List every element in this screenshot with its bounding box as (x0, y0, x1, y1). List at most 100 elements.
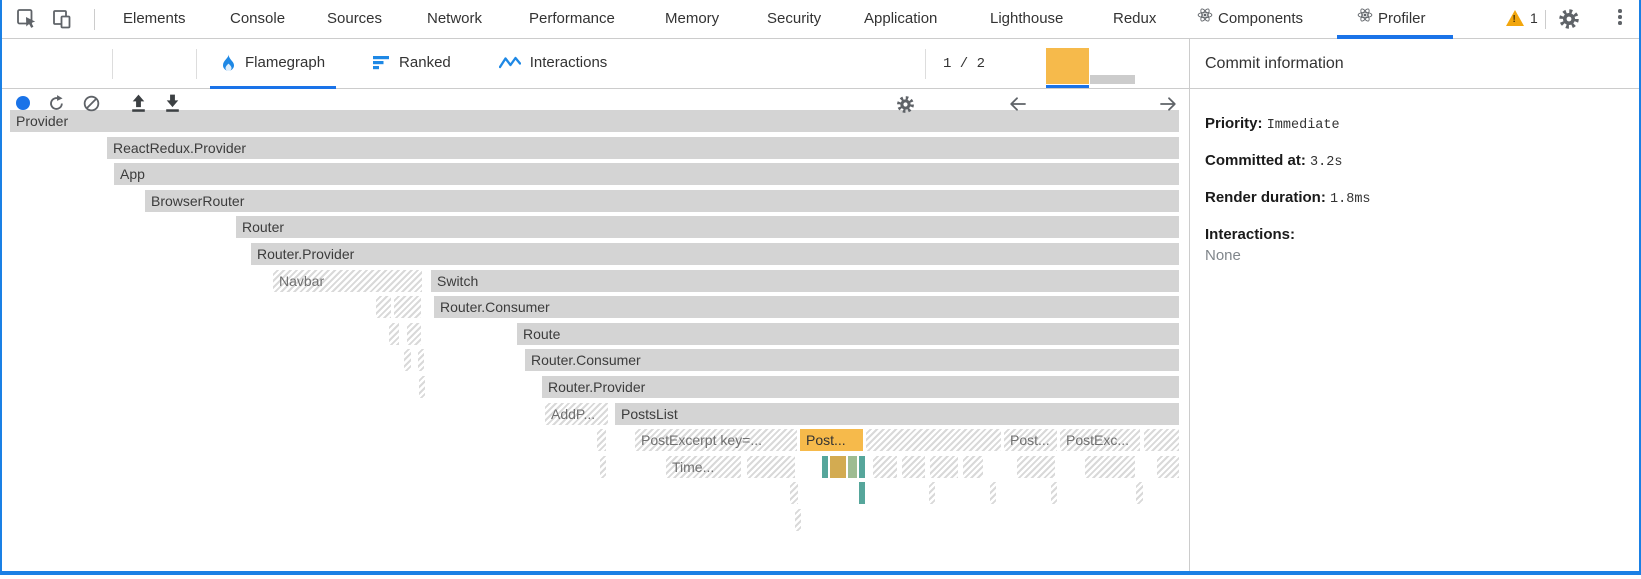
flame-bar-fragment[interactable] (1144, 429, 1179, 451)
load-profile-button[interactable] (128, 93, 149, 114)
tab-interactions-label: Interactions (529, 54, 608, 71)
commit-selector[interactable] (1046, 48, 1136, 88)
flame-bar-reactredux-provider[interactable]: ReactRedux.Provider (107, 137, 1179, 159)
flame-bar-browserrouter[interactable]: BrowserRouter (145, 190, 1179, 212)
flame-bar-fragment[interactable] (1051, 482, 1057, 504)
flame-bar-fragment[interactable] (859, 456, 865, 478)
flame-bar-fragment[interactable] (866, 429, 1001, 451)
flame-bar-fragment[interactable] (1017, 456, 1055, 478)
tab-components[interactable]: Components (1197, 0, 1303, 38)
panel-divider[interactable] (1189, 39, 1190, 571)
flame-bar-fragment[interactable] (747, 456, 795, 478)
commit-info-panel: Priority: Immediate Committed at: 3.2s R… (1190, 89, 1639, 267)
warning-badge[interactable]: ! 1 (1506, 10, 1538, 26)
flame-bar-router-provider[interactable]: Router.Provider (542, 376, 1179, 398)
priority-label: Priority (1205, 115, 1258, 132)
flame-bar-fragment[interactable] (407, 323, 421, 345)
commit-selected-underline (1046, 85, 1089, 88)
flame-bar-post[interactable]: Post... (800, 429, 863, 451)
tab-label: Security (767, 10, 822, 27)
tab-interactions[interactable]: Interactions (488, 39, 619, 89)
flame-bar-fragment[interactable] (419, 376, 425, 398)
flame-bar-fragment[interactable] (790, 482, 798, 504)
committed-at-field: Committed at: 3.2s (1205, 152, 1343, 170)
tab-label: Components (1218, 10, 1304, 27)
tab-label: Lighthouse (990, 10, 1064, 27)
flame-bar-fragment[interactable] (597, 429, 606, 451)
flame-bar-fragment[interactable] (394, 296, 421, 318)
flame-bar-postslist[interactable]: PostsList (615, 403, 1179, 425)
inspect-element-icon[interactable] (16, 8, 38, 30)
tab-sources[interactable]: Sources (327, 0, 382, 38)
tab-profiler[interactable]: Profiler (1357, 0, 1426, 38)
flame-bar-fragment[interactable] (963, 456, 983, 478)
clear-profiling-data-button[interactable] (82, 94, 101, 113)
flame-bar-fragment[interactable] (930, 456, 958, 478)
tab-application[interactable]: Application (864, 0, 937, 38)
tab-label: Sources (327, 10, 383, 27)
tab-network[interactable]: Network (427, 0, 482, 38)
window-border-bottom (0, 571, 1641, 575)
save-profile-button[interactable] (162, 93, 183, 114)
flame-bar-fragment[interactable] (1157, 456, 1179, 478)
flame-bar-route[interactable]: Route (517, 323, 1179, 345)
flame-bar-fragment[interactable] (859, 482, 865, 504)
tab-label: Performance (529, 10, 615, 27)
tab-console[interactable]: Console (230, 0, 285, 38)
reload-and-profile-button[interactable] (47, 94, 66, 113)
tab-ranked[interactable]: Ranked (362, 39, 462, 89)
flame-bar-router-provider[interactable]: Router.Provider (251, 243, 1179, 265)
flame-bar-fragment[interactable] (873, 456, 897, 478)
flame-bar-post[interactable]: Post... (1004, 429, 1057, 451)
flame-bar-fragment[interactable] (1136, 482, 1143, 504)
tab-lighthouse[interactable]: Lighthouse (990, 0, 1063, 38)
flame-bar-fragment[interactable] (830, 456, 846, 478)
flame-bar-fragment[interactable] (822, 456, 828, 478)
flame-bar-router-consumer[interactable]: Router.Consumer (525, 349, 1179, 371)
tab-memory[interactable]: Memory (665, 0, 719, 38)
flame-bar-fragment[interactable] (929, 482, 935, 504)
flame-bar-fragment[interactable] (795, 509, 801, 531)
flame-bar-switch[interactable]: Switch (431, 270, 1179, 292)
tab-flamegraph[interactable]: Flamegraph (210, 39, 337, 89)
tabbar-separator (94, 9, 95, 30)
flame-bar-time[interactable]: Time... (666, 456, 741, 478)
flame-bar-fragment[interactable] (1085, 456, 1135, 478)
commit-bar[interactable] (1090, 75, 1135, 84)
flame-bar-fragment[interactable] (376, 296, 391, 318)
tab-label: Elements (123, 10, 186, 27)
render-duration-label: Render duration (1205, 189, 1321, 206)
tab-elements[interactable]: Elements (123, 0, 186, 38)
flame-bar-fragment[interactable] (848, 456, 857, 478)
tab-redux[interactable]: Redux (1113, 0, 1156, 38)
next-commit-arrow-button[interactable] (1158, 94, 1178, 114)
priority-value: Immediate (1266, 118, 1340, 133)
flame-bar-app[interactable]: App (114, 163, 1179, 185)
flame-bar-fragment[interactable] (902, 456, 925, 478)
device-toolbar-icon[interactable] (51, 8, 73, 30)
flame-bar-provider[interactable]: Provider (10, 110, 1179, 132)
flame-bar-addp[interactable]: AddP... (545, 403, 608, 425)
flame-bar-navbar[interactable]: Navbar (273, 270, 422, 292)
flame-bar-fragment[interactable] (990, 482, 996, 504)
settings-gear-icon[interactable] (1558, 8, 1580, 30)
profiler-settings-gear-icon[interactable] (896, 95, 915, 114)
flame-bar-router[interactable]: Router (236, 216, 1179, 238)
more-options-kebab-icon[interactable] (1613, 9, 1627, 25)
interactions-line-icon (498, 56, 521, 70)
commit-bar-selected[interactable] (1046, 48, 1089, 84)
flame-bar-fragment[interactable] (600, 456, 606, 478)
toolbar-separator (196, 49, 197, 79)
flame-bar-fragment[interactable] (389, 323, 399, 345)
flame-bar-postexc[interactable]: PostExc... (1060, 429, 1140, 451)
previous-commit-arrow-button[interactable] (1008, 94, 1028, 114)
flame-bar-fragment[interactable] (404, 349, 411, 371)
flame-bar-fragment[interactable] (418, 349, 424, 371)
flame-bar-postexcerpt-key[interactable]: PostExcerpt key=... (635, 429, 797, 451)
react-atom-icon (1197, 0, 1213, 38)
profiler-toolbar: Flamegraph Ranked Interactions 1 / 2 (0, 39, 1189, 113)
flame-bar-router-consumer[interactable]: Router.Consumer (434, 296, 1179, 318)
tab-performance[interactable]: Performance (529, 0, 615, 38)
tab-security[interactable]: Security (767, 0, 821, 38)
record-button[interactable] (16, 96, 30, 110)
